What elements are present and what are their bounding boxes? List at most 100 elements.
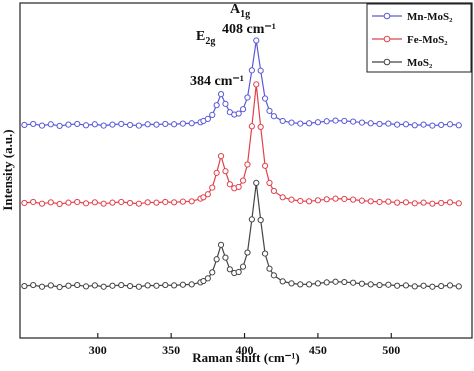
data-point [38, 283, 46, 290]
data-point [179, 120, 186, 127]
data-point [38, 122, 46, 129]
data-point [402, 282, 410, 289]
data-point [420, 199, 427, 206]
y-axis-label: Intensity (a.u.) [0, 129, 15, 210]
data-point [144, 282, 151, 289]
data-point [376, 281, 383, 289]
data-point [367, 198, 374, 205]
legend-label: Fe-MoS₂ [407, 34, 448, 46]
data-point [153, 199, 160, 206]
data-point [74, 120, 81, 128]
data-point [394, 282, 401, 289]
data-point [179, 198, 186, 205]
data-point [91, 199, 98, 206]
data-point [135, 122, 142, 129]
data-point [47, 282, 54, 289]
data-point [270, 272, 277, 279]
data-point [446, 199, 454, 206]
data-point [179, 281, 186, 288]
data-point [21, 282, 28, 290]
data-point [266, 265, 273, 272]
data-point [314, 119, 322, 126]
data-point [222, 100, 229, 107]
data-point [297, 281, 304, 288]
data-point [126, 121, 134, 129]
data-point [306, 281, 313, 288]
data-point [82, 283, 90, 290]
data-point [118, 120, 125, 128]
data-point [429, 200, 436, 207]
data-point [56, 200, 63, 208]
data-point [82, 122, 90, 129]
x-tick-label: 450 [309, 343, 327, 357]
data-point [341, 278, 348, 286]
data-point [118, 198, 125, 206]
data-point [47, 121, 54, 128]
data-point [376, 120, 383, 128]
data-point [213, 169, 220, 176]
data-point [394, 121, 401, 128]
data-point [126, 199, 134, 207]
data-point [332, 278, 339, 285]
data-point [226, 266, 233, 273]
data-point [394, 199, 401, 206]
data-point [367, 120, 374, 127]
data-point [217, 152, 225, 160]
legend: Mn-MoS₂ Fe-MoS₂ MoS₂ [366, 3, 472, 73]
data-point [429, 122, 436, 129]
data-point [323, 118, 330, 125]
data-point [170, 121, 178, 128]
data-point [358, 119, 366, 126]
data-point [91, 121, 98, 128]
data-point [332, 195, 339, 202]
data-point [188, 198, 195, 205]
data-point [429, 283, 436, 290]
data-point [82, 200, 90, 207]
data-point [21, 121, 28, 129]
data-point [222, 168, 229, 175]
data-point [270, 187, 277, 195]
data-point [446, 282, 454, 289]
data-point [65, 282, 72, 289]
data-point [288, 119, 295, 126]
data-point [266, 179, 273, 186]
data-point [144, 121, 151, 128]
data-point [204, 275, 211, 282]
data-point [253, 81, 260, 88]
data-point [74, 198, 81, 206]
data-point [30, 120, 37, 128]
annotation-text: 408 cm⁻¹ [222, 22, 276, 37]
data-point [438, 199, 445, 207]
data-point [266, 107, 273, 114]
data-point [38, 200, 46, 207]
data-point [438, 282, 445, 290]
data-point [109, 121, 116, 128]
data-point [135, 200, 142, 207]
data-point [411, 200, 418, 207]
data-point [200, 277, 207, 285]
data-point [162, 120, 169, 128]
data-point [65, 121, 72, 128]
data-point [56, 283, 63, 291]
data-point [162, 198, 169, 206]
x-axis-label: Raman shift (cm⁻¹) [192, 350, 300, 365]
data-point [306, 198, 313, 205]
data-point [170, 282, 178, 289]
data-point [30, 281, 37, 289]
data-point [170, 199, 178, 206]
data-point [153, 282, 160, 289]
data-point [200, 194, 207, 201]
annotation-label: E2g [196, 29, 215, 47]
data-point [153, 121, 160, 128]
data-point [74, 281, 81, 289]
data-point [209, 111, 216, 118]
data-point [341, 117, 348, 125]
data-point [279, 194, 286, 201]
data-point [239, 177, 247, 184]
data-point [162, 281, 169, 289]
data-point [446, 121, 454, 128]
data-point [222, 254, 229, 261]
data-point [297, 197, 304, 205]
data-point [261, 250, 269, 257]
